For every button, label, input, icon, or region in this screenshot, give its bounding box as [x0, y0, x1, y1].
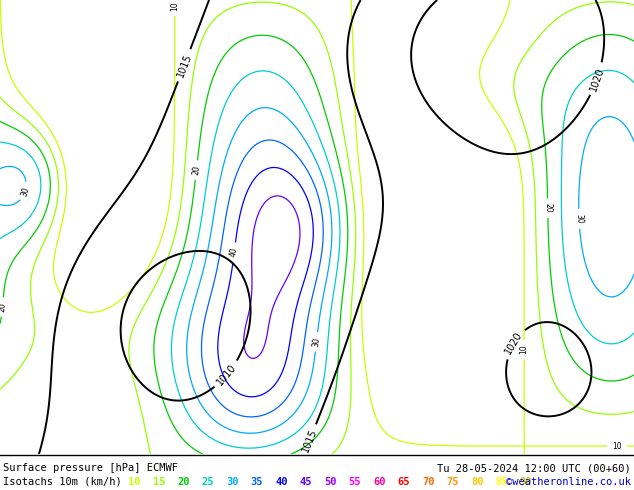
Text: 1020: 1020 — [588, 66, 605, 92]
Text: 50: 50 — [324, 477, 337, 487]
Text: 10: 10 — [520, 344, 529, 354]
Text: 35: 35 — [250, 477, 263, 487]
Text: 75: 75 — [446, 477, 459, 487]
Text: 20: 20 — [191, 165, 202, 175]
Text: 30: 30 — [311, 337, 321, 347]
Text: 65: 65 — [398, 477, 410, 487]
Text: 85: 85 — [496, 477, 508, 487]
Text: Tu 28-05-2024 12:00 UTC (00+60): Tu 28-05-2024 12:00 UTC (00+60) — [437, 464, 631, 473]
Text: 10: 10 — [128, 477, 141, 487]
Text: 70: 70 — [422, 477, 434, 487]
Text: 10: 10 — [170, 1, 179, 11]
Text: 55: 55 — [349, 477, 361, 487]
Text: 40: 40 — [229, 247, 239, 258]
Text: 40: 40 — [275, 477, 287, 487]
Text: 1020: 1020 — [503, 330, 524, 357]
Text: 30: 30 — [226, 477, 238, 487]
Text: ©weatheronline.co.uk: ©weatheronline.co.uk — [506, 477, 631, 487]
Text: 60: 60 — [373, 477, 385, 487]
Text: 20: 20 — [0, 302, 8, 312]
Text: Isotachs 10m (km/h): Isotachs 10m (km/h) — [3, 477, 122, 487]
Text: 1010: 1010 — [215, 362, 238, 387]
Text: 1015: 1015 — [301, 427, 319, 454]
Text: 1015: 1015 — [175, 52, 193, 78]
Text: 30: 30 — [20, 185, 31, 197]
Text: 20: 20 — [543, 203, 552, 213]
Text: 30: 30 — [574, 214, 584, 224]
Text: 20: 20 — [177, 477, 190, 487]
Text: 80: 80 — [471, 477, 484, 487]
Text: 15: 15 — [153, 477, 165, 487]
Text: 25: 25 — [202, 477, 214, 487]
Text: 10: 10 — [612, 441, 622, 451]
Text: 45: 45 — [299, 477, 312, 487]
Text: Surface pressure [hPa] ECMWF: Surface pressure [hPa] ECMWF — [3, 464, 178, 473]
Text: 90: 90 — [520, 477, 533, 487]
